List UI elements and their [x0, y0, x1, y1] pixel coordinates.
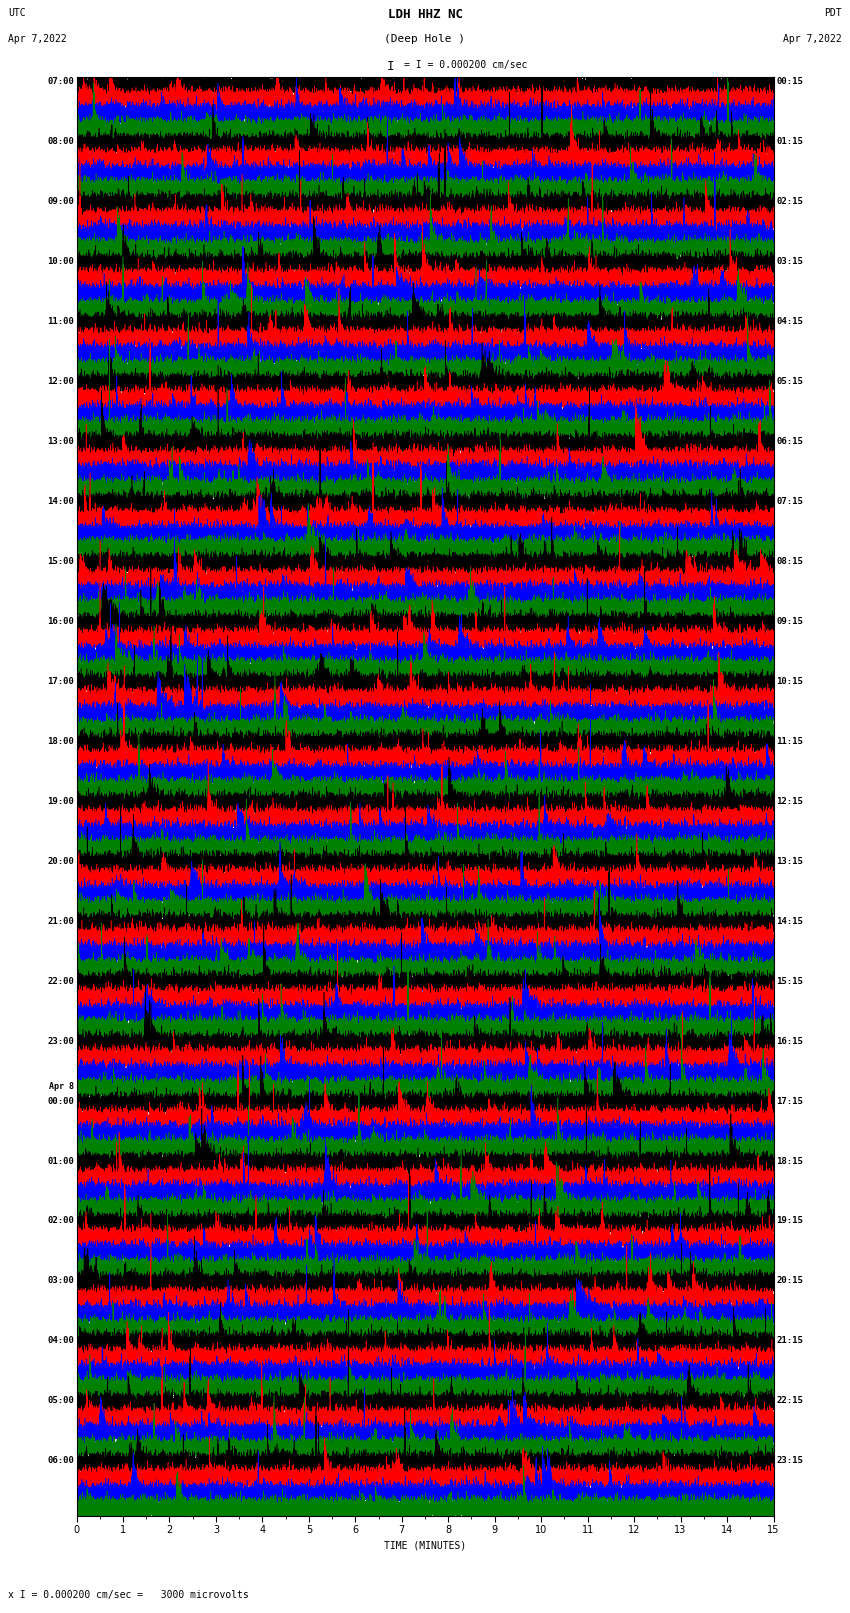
Text: 23:00: 23:00: [47, 1037, 74, 1045]
Text: 02:15: 02:15: [776, 197, 803, 206]
Text: 09:15: 09:15: [776, 618, 803, 626]
Text: 21:00: 21:00: [47, 916, 74, 926]
Text: 07:15: 07:15: [776, 497, 803, 506]
Text: 22:00: 22:00: [47, 977, 74, 986]
Text: 23:15: 23:15: [776, 1457, 803, 1465]
Text: 08:15: 08:15: [776, 556, 803, 566]
Text: (Deep Hole ): (Deep Hole ): [384, 34, 466, 44]
Text: 01:15: 01:15: [776, 137, 803, 147]
Text: 14:00: 14:00: [47, 497, 74, 506]
Text: 12:00: 12:00: [47, 377, 74, 386]
Text: 15:00: 15:00: [47, 556, 74, 566]
Text: 17:15: 17:15: [776, 1097, 803, 1105]
Text: 19:15: 19:15: [776, 1216, 803, 1226]
Text: 00:15: 00:15: [776, 77, 803, 87]
Text: I: I: [388, 60, 394, 73]
Text: UTC: UTC: [8, 8, 26, 18]
Text: 08:00: 08:00: [47, 137, 74, 147]
Text: 19:00: 19:00: [47, 797, 74, 806]
Text: 01:00: 01:00: [47, 1157, 74, 1166]
Text: 13:00: 13:00: [47, 437, 74, 447]
Text: 10:15: 10:15: [776, 677, 803, 686]
Text: 04:15: 04:15: [776, 318, 803, 326]
Text: 20:00: 20:00: [47, 857, 74, 866]
Text: 18:00: 18:00: [47, 737, 74, 745]
Text: 15:15: 15:15: [776, 977, 803, 986]
Text: 06:00: 06:00: [47, 1457, 74, 1465]
Text: 06:15: 06:15: [776, 437, 803, 447]
Text: 10:00: 10:00: [47, 258, 74, 266]
Text: Apr 8: Apr 8: [49, 1082, 74, 1090]
Text: 07:00: 07:00: [47, 77, 74, 87]
Text: 12:15: 12:15: [776, 797, 803, 806]
Text: 14:15: 14:15: [776, 916, 803, 926]
Text: 11:00: 11:00: [47, 318, 74, 326]
Text: 00:00: 00:00: [47, 1097, 74, 1107]
Text: 18:15: 18:15: [776, 1157, 803, 1166]
Text: 05:00: 05:00: [47, 1397, 74, 1405]
Text: 16:15: 16:15: [776, 1037, 803, 1045]
X-axis label: TIME (MINUTES): TIME (MINUTES): [384, 1540, 466, 1550]
Text: 20:15: 20:15: [776, 1276, 803, 1286]
Text: PDT: PDT: [824, 8, 842, 18]
Text: 16:00: 16:00: [47, 618, 74, 626]
Text: 04:00: 04:00: [47, 1336, 74, 1345]
Text: 22:15: 22:15: [776, 1397, 803, 1405]
Text: 21:15: 21:15: [776, 1336, 803, 1345]
Text: 05:15: 05:15: [776, 377, 803, 386]
Text: 17:00: 17:00: [47, 677, 74, 686]
Text: = I = 0.000200 cm/sec: = I = 0.000200 cm/sec: [404, 60, 527, 69]
Text: Apr 7,2022: Apr 7,2022: [8, 34, 67, 44]
Text: LDH HHZ NC: LDH HHZ NC: [388, 8, 462, 21]
Text: 11:15: 11:15: [776, 737, 803, 745]
Text: 13:15: 13:15: [776, 857, 803, 866]
Text: 09:00: 09:00: [47, 197, 74, 206]
Text: 03:15: 03:15: [776, 258, 803, 266]
Text: 03:00: 03:00: [47, 1276, 74, 1286]
Text: Apr 7,2022: Apr 7,2022: [783, 34, 842, 44]
Text: 02:00: 02:00: [47, 1216, 74, 1226]
Text: x I = 0.000200 cm/sec =   3000 microvolts: x I = 0.000200 cm/sec = 3000 microvolts: [8, 1590, 249, 1600]
